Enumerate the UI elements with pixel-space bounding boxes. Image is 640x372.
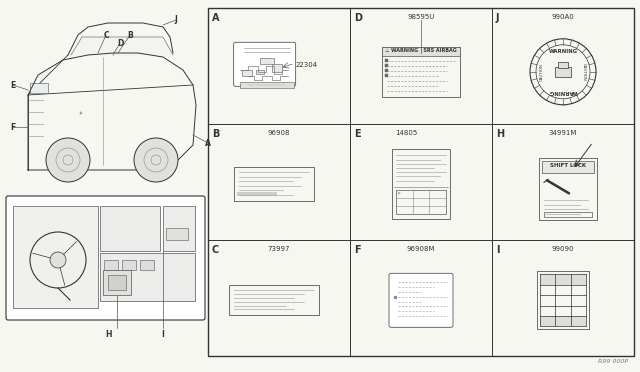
Text: J: J [496,13,499,23]
Bar [542,161,594,173]
Text: SHIFT LOCK: SHIFT LOCK [550,163,586,168]
Bar [166,228,188,240]
Bar [122,260,136,270]
Text: J: J [175,16,177,25]
Text: WARNING: WARNING [548,49,577,54]
Text: 73997: 73997 [268,246,291,252]
Bar [229,285,319,315]
Text: A: A [212,13,220,23]
Text: A: A [205,138,211,148]
Bar [242,70,252,76]
Text: H: H [105,330,111,339]
Bar [234,167,314,201]
Bar [539,158,597,220]
Text: D: D [354,13,362,23]
Text: R99 000P: R99 000P [598,359,628,364]
Text: 22304: 22304 [296,62,318,68]
Circle shape [50,252,66,268]
Bar [396,190,446,214]
FancyBboxPatch shape [6,196,205,320]
Text: E: E [10,80,15,90]
Text: E: E [354,129,360,139]
Bar [140,260,154,270]
Bar [540,316,586,326]
Text: 98595U: 98595U [407,14,435,20]
Text: CAUTION: CAUTION [540,63,544,81]
Bar [382,47,460,56]
Bar [555,67,571,77]
Bar [558,62,568,68]
Bar [385,74,387,77]
Text: F: F [10,122,15,131]
Circle shape [134,138,178,182]
Text: C: C [103,31,109,39]
Bar [163,206,195,251]
Bar [385,59,387,62]
Bar [385,64,387,67]
Text: C: C [212,245,220,255]
Text: 14805: 14805 [396,130,418,136]
Bar [103,270,131,295]
Text: F: F [354,245,360,255]
Bar [208,8,634,356]
Text: CAUTION: CAUTION [582,63,586,81]
Bar [382,47,460,97]
Text: B: B [127,31,133,39]
Text: 96908: 96908 [268,130,291,136]
Circle shape [46,138,90,182]
Bar [30,83,48,93]
Bar [237,192,277,196]
Bar [392,149,450,219]
Text: ⚠ WARNING   SRS AIRBAG: ⚠ WARNING SRS AIRBAG [385,48,457,53]
Polygon shape [71,37,173,55]
Bar [537,271,589,329]
Bar [100,206,160,251]
Bar [100,253,195,301]
Text: P: P [398,192,401,196]
Text: H: H [496,129,504,139]
Text: B: B [212,129,220,139]
Bar [385,69,387,72]
Bar [255,70,264,74]
FancyArrowPatch shape [80,112,83,114]
Bar [271,64,282,72]
Bar [104,260,118,270]
Bar [13,206,98,308]
Bar [260,58,274,64]
Text: 96908M: 96908M [407,246,435,252]
Text: WARNING: WARNING [548,89,577,94]
FancyBboxPatch shape [389,273,453,327]
Text: 990A0: 990A0 [552,14,574,20]
Text: I: I [161,330,164,339]
Text: 34991M: 34991M [549,130,577,136]
Bar [239,82,294,88]
Bar [544,212,592,217]
Text: I: I [496,245,499,255]
Bar [108,275,126,290]
Text: D: D [117,38,123,48]
Bar [540,274,586,285]
FancyBboxPatch shape [234,42,296,86]
Text: 99090: 99090 [552,246,574,252]
